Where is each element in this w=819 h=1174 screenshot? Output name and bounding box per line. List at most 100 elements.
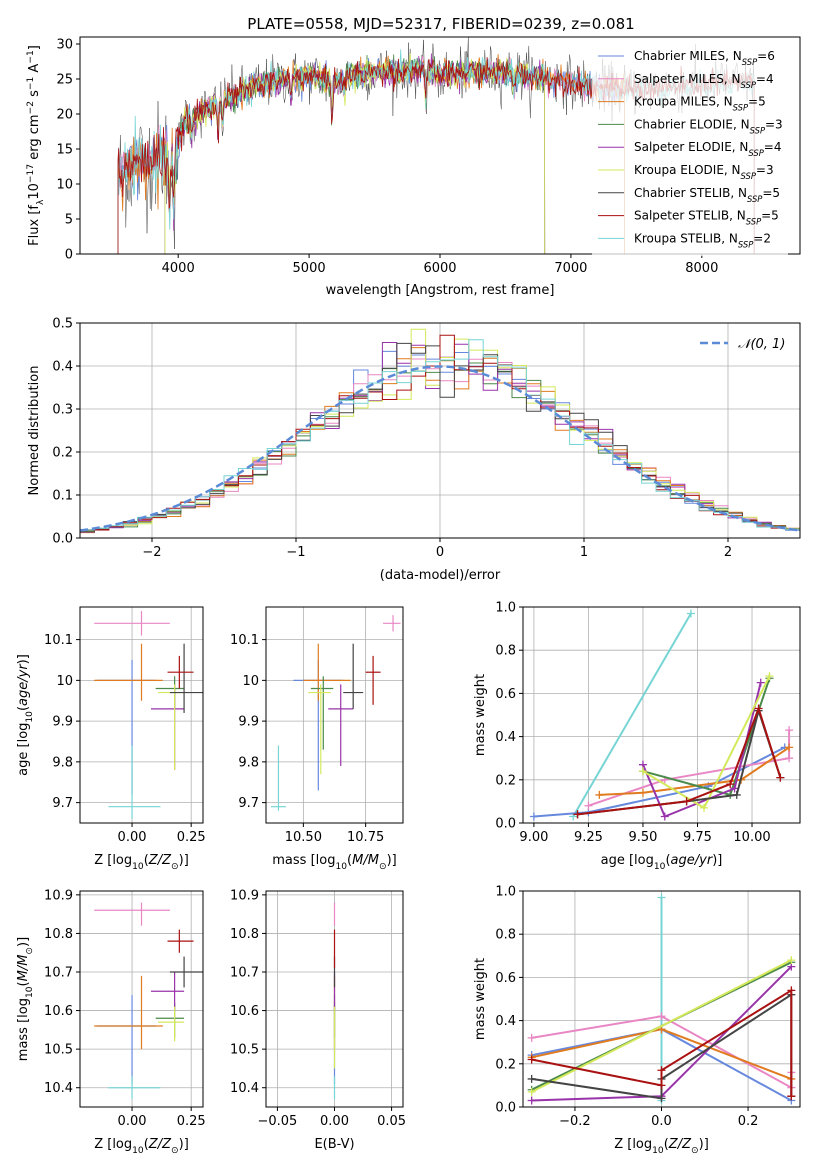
y-tick-label: 9.7 xyxy=(52,796,73,811)
errorbar-salpeter_miles xyxy=(383,615,401,632)
weight-marker xyxy=(682,797,691,806)
y-tick-label: 10.6 xyxy=(44,1004,73,1019)
label-part: SSP xyxy=(747,194,763,204)
x-tick-label: 0.25 xyxy=(177,1114,206,1129)
weight-marker xyxy=(584,801,593,810)
x-tick-label: 0.2 xyxy=(738,1114,759,1129)
label-part: 10 xyxy=(25,986,35,998)
label-part: 10 xyxy=(654,862,666,872)
panel-mass_vs_ebv: −0.05 0.00 0.05 10.4 10.5 10.6 10.7 10.8 10.9 E(B… xyxy=(230,888,406,1152)
y-axis-label: Normed distribution xyxy=(27,366,42,496)
label-part: wavelength [Angstrom, rest frame] xyxy=(326,283,555,298)
label-part: (data-model)/error xyxy=(380,568,501,583)
label-part: =5 xyxy=(748,95,766,109)
y-tick-label: 10.4 xyxy=(44,1081,73,1096)
label-part: ⊙ xyxy=(25,947,35,955)
y-tick-label: 0.4 xyxy=(52,360,73,375)
errorbar-salpeter_elodie xyxy=(328,684,354,766)
weight-marker xyxy=(785,726,794,735)
x-tick-label: 0.05 xyxy=(377,1114,406,1129)
errorbar-chabrier_stelib xyxy=(343,643,364,709)
x-axis-label: wavelength [Angstrom, rest frame] xyxy=(326,283,555,298)
x-tick-label: 0.25 xyxy=(177,830,206,845)
x-tick-label: 2 xyxy=(724,545,732,560)
label-part: SSP xyxy=(750,125,766,135)
y-tick-label: 9.9 xyxy=(52,715,73,730)
x-tick-label: 9.00 xyxy=(519,830,548,845)
y-tick-label: 20 xyxy=(56,108,73,123)
y-tick-label: 0.3 xyxy=(52,403,73,418)
x-tick-label: −1 xyxy=(286,545,305,560)
y-tick-label: 10.1 xyxy=(230,633,259,648)
label-part: −1 xyxy=(26,77,36,90)
label-part: SSP xyxy=(742,57,758,67)
x-axis-label: (data-model)/error xyxy=(380,568,501,583)
weight-marker xyxy=(700,803,709,812)
weight-series-salpeter_stelib xyxy=(573,704,785,819)
x-tick-label: 0.00 xyxy=(118,1114,147,1129)
errorbar-kroupa_elodie xyxy=(158,684,185,771)
y-tick-label: 10.9 xyxy=(44,888,73,903)
plot-area xyxy=(94,611,203,819)
label-part: ( xyxy=(665,853,670,868)
x-axis-label: Z [log10(Z/Z⊙)] xyxy=(94,853,189,872)
errorbar-chabrier_stelib xyxy=(169,643,203,713)
y-tick-label: 10 xyxy=(56,674,73,689)
label-part: Salpeter STELIB, N xyxy=(634,209,746,223)
panel-weight_vs_age: 9.00 9.25 9.50 9.75 10.00 0.0 0.2 0.4 0.6 0.8 1.0 a… xyxy=(473,601,801,872)
label-part: E(B-V) xyxy=(314,1137,354,1152)
label-part: ( xyxy=(16,981,31,986)
weight-series-salpeter_miles xyxy=(584,726,794,810)
y-tick-label: 0.2 xyxy=(495,1057,516,1072)
label-part: −2 xyxy=(26,101,36,114)
x-tick-label: 6000 xyxy=(423,261,456,276)
label-part: Chabrier MILES, N xyxy=(634,49,742,63)
weight-series-kroupa_elodie xyxy=(527,956,796,1096)
weight-marker xyxy=(785,743,794,752)
label-part: SSP xyxy=(733,103,749,113)
legend: 𝒩(0, 1) xyxy=(700,337,785,352)
label-part: ( xyxy=(664,1137,669,1152)
plot-area xyxy=(270,615,401,811)
weight-marker xyxy=(660,812,669,821)
y-tick-label: 10.6 xyxy=(230,1004,259,1019)
axes-frame xyxy=(522,606,801,824)
y-tick-label: 0.5 xyxy=(52,317,73,332)
label-part: 10 xyxy=(25,711,35,723)
x-axis-label: Z [log10(Z/Z⊙)] xyxy=(614,1137,709,1156)
label-part: erg cm xyxy=(27,114,42,163)
label-part: Chabrier ELODIE, N xyxy=(634,117,750,131)
y-axis-label: Flux [fλ10−17 erg cm−2 s−1 A−1] xyxy=(26,45,46,246)
x-axis-label: mass [log10(M/M⊙)] xyxy=(272,853,396,872)
y-tick-label: 9.8 xyxy=(52,755,73,770)
weight-line xyxy=(572,612,692,818)
y-tick-label: 0.8 xyxy=(495,644,516,659)
label-part: SSP xyxy=(741,80,757,90)
x-tick-label: 4000 xyxy=(162,261,195,276)
label-part: Kroupa STELIB, N xyxy=(634,231,738,245)
errorbar-kroupa_miles xyxy=(303,643,351,701)
legend-entry: Kroupa ELODIE, NSSP=3 xyxy=(634,163,774,181)
label-part: 10 xyxy=(132,1146,144,1156)
errorbar-salpeter_elodie xyxy=(150,684,185,771)
x-tick-label: 9.75 xyxy=(683,830,712,845)
y-tick-label: 10.5 xyxy=(230,1043,259,1058)
errorbar-kroupa_stelib xyxy=(108,1076,161,1100)
label-part: ( xyxy=(16,706,31,711)
label-part: ⊙ xyxy=(379,862,387,872)
errorbar-kroupa_stelib xyxy=(270,745,286,811)
x-axis-label: age [log10(age/yr)] xyxy=(601,853,723,872)
weight-marker xyxy=(787,986,796,995)
label-part: ( xyxy=(347,853,352,868)
label-part: Z/Z xyxy=(148,1137,172,1152)
y-tick-label: 9.8 xyxy=(238,755,259,770)
weight-line xyxy=(599,746,790,796)
label-part: λ xyxy=(36,199,46,205)
x-tick-label: 0 xyxy=(436,545,444,560)
label-part: M/M xyxy=(352,853,379,868)
label-part: )] xyxy=(699,1137,709,1152)
weight-marker xyxy=(686,609,695,618)
label-part: SSP xyxy=(741,171,757,181)
